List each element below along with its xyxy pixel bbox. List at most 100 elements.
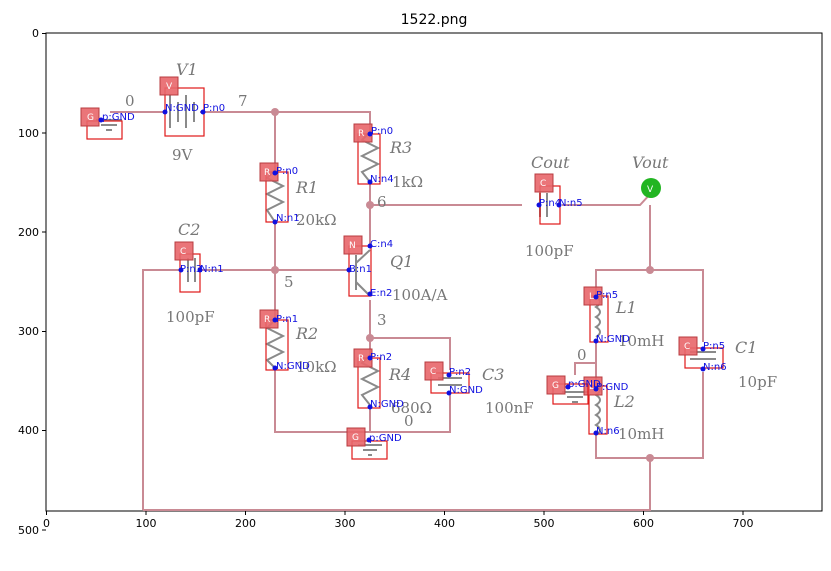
r2-badge-label: R <box>264 315 270 325</box>
c1-pin-n-label: N:n6 <box>703 362 727 373</box>
l2-pin-n-label: N:n6 <box>596 426 620 437</box>
r4-value: 680Ω <box>391 399 432 417</box>
r3-badge-label: R <box>358 129 364 139</box>
c1-name: C1 <box>735 338 757 357</box>
v1-pin-p <box>200 109 206 115</box>
r1-badge <box>259 162 279 182</box>
c2-pin-n-label: N:n1 <box>200 264 224 275</box>
r1-pin-n-label: N:n1 <box>276 213 300 224</box>
y-tick-label: 500 <box>18 524 39 537</box>
r1-pin-p <box>272 170 278 176</box>
node-0b-label: 0 <box>404 412 414 430</box>
wires <box>110 108 704 511</box>
cout-pin-p <box>536 202 542 208</box>
c1-pin-n <box>700 366 706 372</box>
schematic-labels: V1 9V 0 7 R3 1kΩ R1 20kΩ 6 Cout 100pF Vo… <box>125 60 777 443</box>
r3-pin-n <box>367 179 373 185</box>
c1-pin-p <box>700 346 706 352</box>
q1-pin-b-label: B:n1 <box>349 264 372 275</box>
node-0-label: 0 <box>125 92 135 110</box>
q1-pin-b <box>346 267 352 273</box>
g3-pin <box>565 384 571 390</box>
l2-pin-p-label: P:GND <box>596 382 629 393</box>
l2-badge-label: L <box>589 382 594 392</box>
g1-pin <box>98 117 104 123</box>
r2-pin-n-label: N:GND <box>276 361 310 372</box>
g3-badge-label: G <box>552 381 559 391</box>
r2-pin-p <box>272 317 278 323</box>
c3-pin-n-label: N:GND <box>449 385 483 396</box>
v1-pin-p-label: P:n0 <box>203 103 225 114</box>
annotation-overlays: V N:GND P:n0 G p:GND R P:n0 N:n4 R P:n0 … <box>80 76 727 460</box>
r2-name: R2 <box>295 324 318 343</box>
cout-value: 100pF <box>525 242 574 260</box>
x-tick-label: 700 <box>733 517 754 530</box>
g1-pin-label: p:GND <box>102 112 135 123</box>
cout-badge <box>534 173 554 193</box>
c2-value: 100pF <box>166 308 215 326</box>
c3-badge-label: C <box>430 367 436 377</box>
l1-pin-n-label: N:GND <box>596 334 630 345</box>
c2-badge-label: C <box>180 247 186 257</box>
l1-pin-n <box>593 338 599 344</box>
r3-pin-p-label: P:n0 <box>371 126 393 137</box>
c2-name: C2 <box>178 220 200 239</box>
c3-name: C3 <box>482 365 504 384</box>
l1-value: 10mH <box>618 332 664 350</box>
cout-badge-label: C <box>540 179 546 189</box>
r4-pin-p <box>367 355 373 361</box>
node-7-label: 7 <box>238 92 248 110</box>
c3-value: 100nF <box>485 399 534 417</box>
v1-pin-n <box>162 109 168 115</box>
l2-name: L2 <box>613 392 635 411</box>
q1-badge <box>343 235 363 255</box>
q1-badge-label: N <box>349 241 356 251</box>
c2-badge <box>174 241 194 261</box>
r1-badge-label: R <box>264 168 270 178</box>
q1-pin-e-label: E:n2 <box>370 288 392 299</box>
c1-badge-label: C <box>684 342 690 352</box>
r4-badge-label: R <box>358 354 364 364</box>
l1-pin-p <box>593 294 599 300</box>
l2-pin-p <box>593 386 599 392</box>
c3-badge <box>424 361 444 381</box>
x-tick-label: 600 <box>633 517 654 530</box>
r3-value: 1kΩ <box>392 173 423 191</box>
r4-name: R4 <box>388 365 411 384</box>
v1-value: 9V <box>172 146 194 164</box>
x-tick-label: 200 <box>235 517 256 530</box>
r4-pin-n <box>367 404 373 410</box>
x-tick-label: 300 <box>335 517 356 530</box>
c1-badge <box>678 336 698 356</box>
r2-pin-n <box>272 365 278 371</box>
axes-frame <box>45 32 823 512</box>
cout-pin-n <box>556 202 562 208</box>
l1-badge-label: L <box>589 292 594 302</box>
q1-pin-e <box>367 291 373 297</box>
y-tick-label: 0 <box>32 27 39 40</box>
g1-bbox <box>86 120 123 140</box>
r1-pin-n <box>272 219 278 225</box>
figure-title: 1522.png <box>401 12 468 28</box>
node-6-label: 6 <box>377 193 387 211</box>
l1-name: L1 <box>615 298 637 317</box>
c1-value: 10pF <box>738 373 777 391</box>
r1-value: 20kΩ <box>296 211 337 229</box>
y-axis: 0 100 200 300 400 500 <box>18 27 46 537</box>
g2-badge-label: G <box>352 433 359 443</box>
r3-pin-n-label: N:n4 <box>370 174 394 185</box>
g1-badge <box>80 107 100 127</box>
c3-pin-p-label: P:n2 <box>449 367 471 378</box>
r4-pin-n-label: N:GND <box>370 399 404 410</box>
l2-pin-n <box>593 430 599 436</box>
x-axis: 0 100 200 300 400 500 600 700 <box>43 511 754 530</box>
r1-pin-p-label: P:n0 <box>276 166 298 177</box>
v1-name: V1 <box>176 60 198 79</box>
c3-pin-n <box>446 390 452 396</box>
cout-pin-n-label: N:n5 <box>559 198 583 209</box>
r3-pin-p <box>367 131 373 137</box>
y-tick-label: 400 <box>18 424 39 437</box>
cout-pin-p-label: P:n4 <box>539 198 561 209</box>
c2-pin-p-label: P:n3 <box>180 264 202 275</box>
q1-pin-c-label: C:n4 <box>370 239 393 250</box>
